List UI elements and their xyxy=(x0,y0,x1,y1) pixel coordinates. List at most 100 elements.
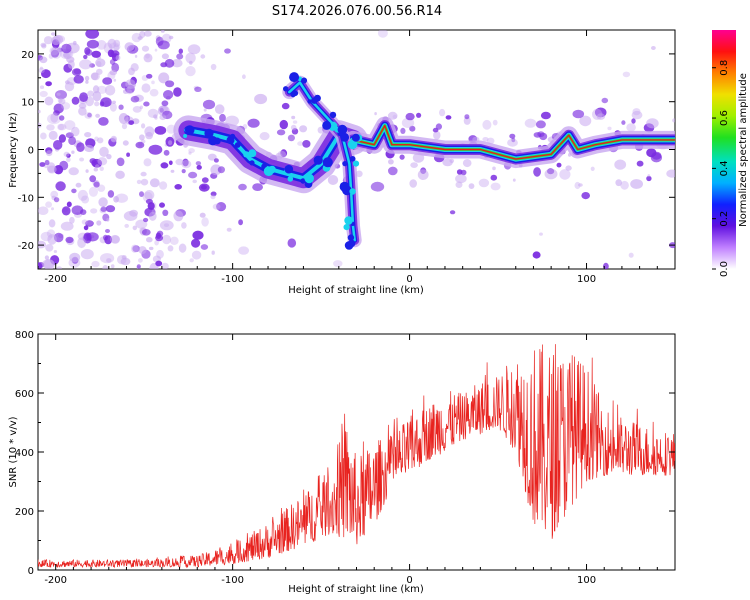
noise-speckle xyxy=(194,86,202,93)
noise-speckle xyxy=(141,45,150,52)
noise-speckle xyxy=(159,202,165,208)
noise-speckle xyxy=(110,135,118,143)
noise-speckle xyxy=(143,101,150,107)
ridge-blob xyxy=(347,234,355,241)
noise-speckle xyxy=(287,134,295,142)
ridge-blob xyxy=(268,165,276,174)
noise-speckle xyxy=(579,115,592,127)
noise-speckle xyxy=(97,137,104,144)
noise-speckle xyxy=(109,59,116,65)
noise-speckle xyxy=(107,190,115,198)
noise-speckle xyxy=(98,197,108,208)
noise-speckle xyxy=(492,119,498,126)
noise-speckle xyxy=(601,97,609,104)
noise-speckle xyxy=(165,80,175,88)
noise-speckle xyxy=(154,125,167,135)
noise-speckle xyxy=(110,264,115,269)
noise-speckle xyxy=(143,217,149,223)
snr-panel: -200 -100 0 100 0 200 400 600 800 Height of str… xyxy=(8,330,676,595)
noise-speckle xyxy=(79,157,85,162)
noise-speckle xyxy=(39,56,48,64)
noise-speckle xyxy=(71,188,77,194)
ridge-right-layer xyxy=(352,124,675,160)
noise-speckle xyxy=(199,212,206,218)
noise-speckle xyxy=(490,174,498,181)
noise-speckle xyxy=(157,40,170,50)
noise-speckle xyxy=(238,246,250,255)
noise-speckle xyxy=(388,166,398,176)
noise-speckle xyxy=(145,198,153,205)
noise-speckle xyxy=(81,195,90,204)
noise-speckle xyxy=(176,53,184,60)
noise-speckle xyxy=(118,104,124,110)
y-tick-label: -10 xyxy=(18,193,34,204)
noise-speckle xyxy=(99,146,109,157)
noise-speckle xyxy=(196,165,202,170)
noise-speckle xyxy=(65,236,74,244)
noise-speckle xyxy=(132,106,142,113)
noise-speckle xyxy=(219,113,226,122)
noise-speckle xyxy=(512,178,516,182)
noise-speckle xyxy=(102,265,109,269)
noise-speckle xyxy=(85,49,93,56)
noise-speckle xyxy=(39,162,46,167)
noise-speckle xyxy=(666,169,675,178)
noise-speckle xyxy=(210,63,217,71)
noise-speckle xyxy=(630,179,643,189)
noise-speckle xyxy=(435,123,442,130)
x-tick-label: -100 xyxy=(221,274,244,285)
noise-speckle xyxy=(559,169,571,180)
noise-speckle xyxy=(90,208,98,214)
noise-speckle xyxy=(153,114,158,119)
noise-speckle xyxy=(175,158,184,166)
noise-speckle xyxy=(57,97,63,104)
noise-speckle xyxy=(117,255,127,265)
y-tick-label: 0 xyxy=(28,146,34,157)
noise-speckle xyxy=(192,230,204,240)
noise-speckle xyxy=(155,260,163,267)
noise-speckle xyxy=(574,181,581,190)
noise-speckle xyxy=(68,136,76,145)
noise-speckle xyxy=(143,30,152,37)
ridge-blob xyxy=(342,161,348,167)
noise-speckle xyxy=(181,160,192,169)
noise-speckle xyxy=(377,30,388,38)
noise-speckle xyxy=(156,249,164,259)
colorbar-tick-label: 0.6 xyxy=(719,110,730,126)
noise-speckle xyxy=(47,234,57,245)
noise-speckle xyxy=(105,205,116,213)
noise-speckle xyxy=(622,71,631,78)
colorbar-tick-label: 0.2 xyxy=(719,211,730,227)
noise-speckle xyxy=(141,123,146,129)
noise-speckle xyxy=(51,207,54,211)
noise-speckle xyxy=(106,258,112,263)
noise-speckle xyxy=(126,152,130,157)
noise-speckle xyxy=(128,67,135,76)
noise-speckle xyxy=(111,137,117,142)
noise-speckle xyxy=(50,113,59,123)
noise-speckle xyxy=(61,206,71,216)
noise-speckle xyxy=(401,117,415,128)
noise-speckle xyxy=(71,205,84,215)
noise-speckle xyxy=(533,132,542,138)
noise-speckle xyxy=(596,113,606,120)
noise-speckle xyxy=(167,245,174,252)
noise-speckle xyxy=(200,244,209,250)
noise-speckle xyxy=(96,85,107,94)
noise-speckle xyxy=(214,104,225,115)
noise-speckle xyxy=(48,219,56,228)
noise-speckle xyxy=(64,81,75,92)
noise-speckle xyxy=(91,50,101,58)
chart-title: S174.2026.076.00.56.R14 xyxy=(272,4,442,19)
noise-speckle xyxy=(416,112,422,118)
noise-speckle xyxy=(146,73,153,79)
noise-speckle xyxy=(449,210,456,215)
noise-speckle xyxy=(195,161,202,166)
noise-speckle xyxy=(533,167,541,177)
y-tick-label: 400 xyxy=(15,448,34,459)
noise-speckle xyxy=(374,112,377,116)
ridge-blob xyxy=(339,181,350,192)
noise-speckle xyxy=(651,46,656,50)
noise-speckle xyxy=(85,169,89,173)
noise-speckle xyxy=(94,136,99,142)
